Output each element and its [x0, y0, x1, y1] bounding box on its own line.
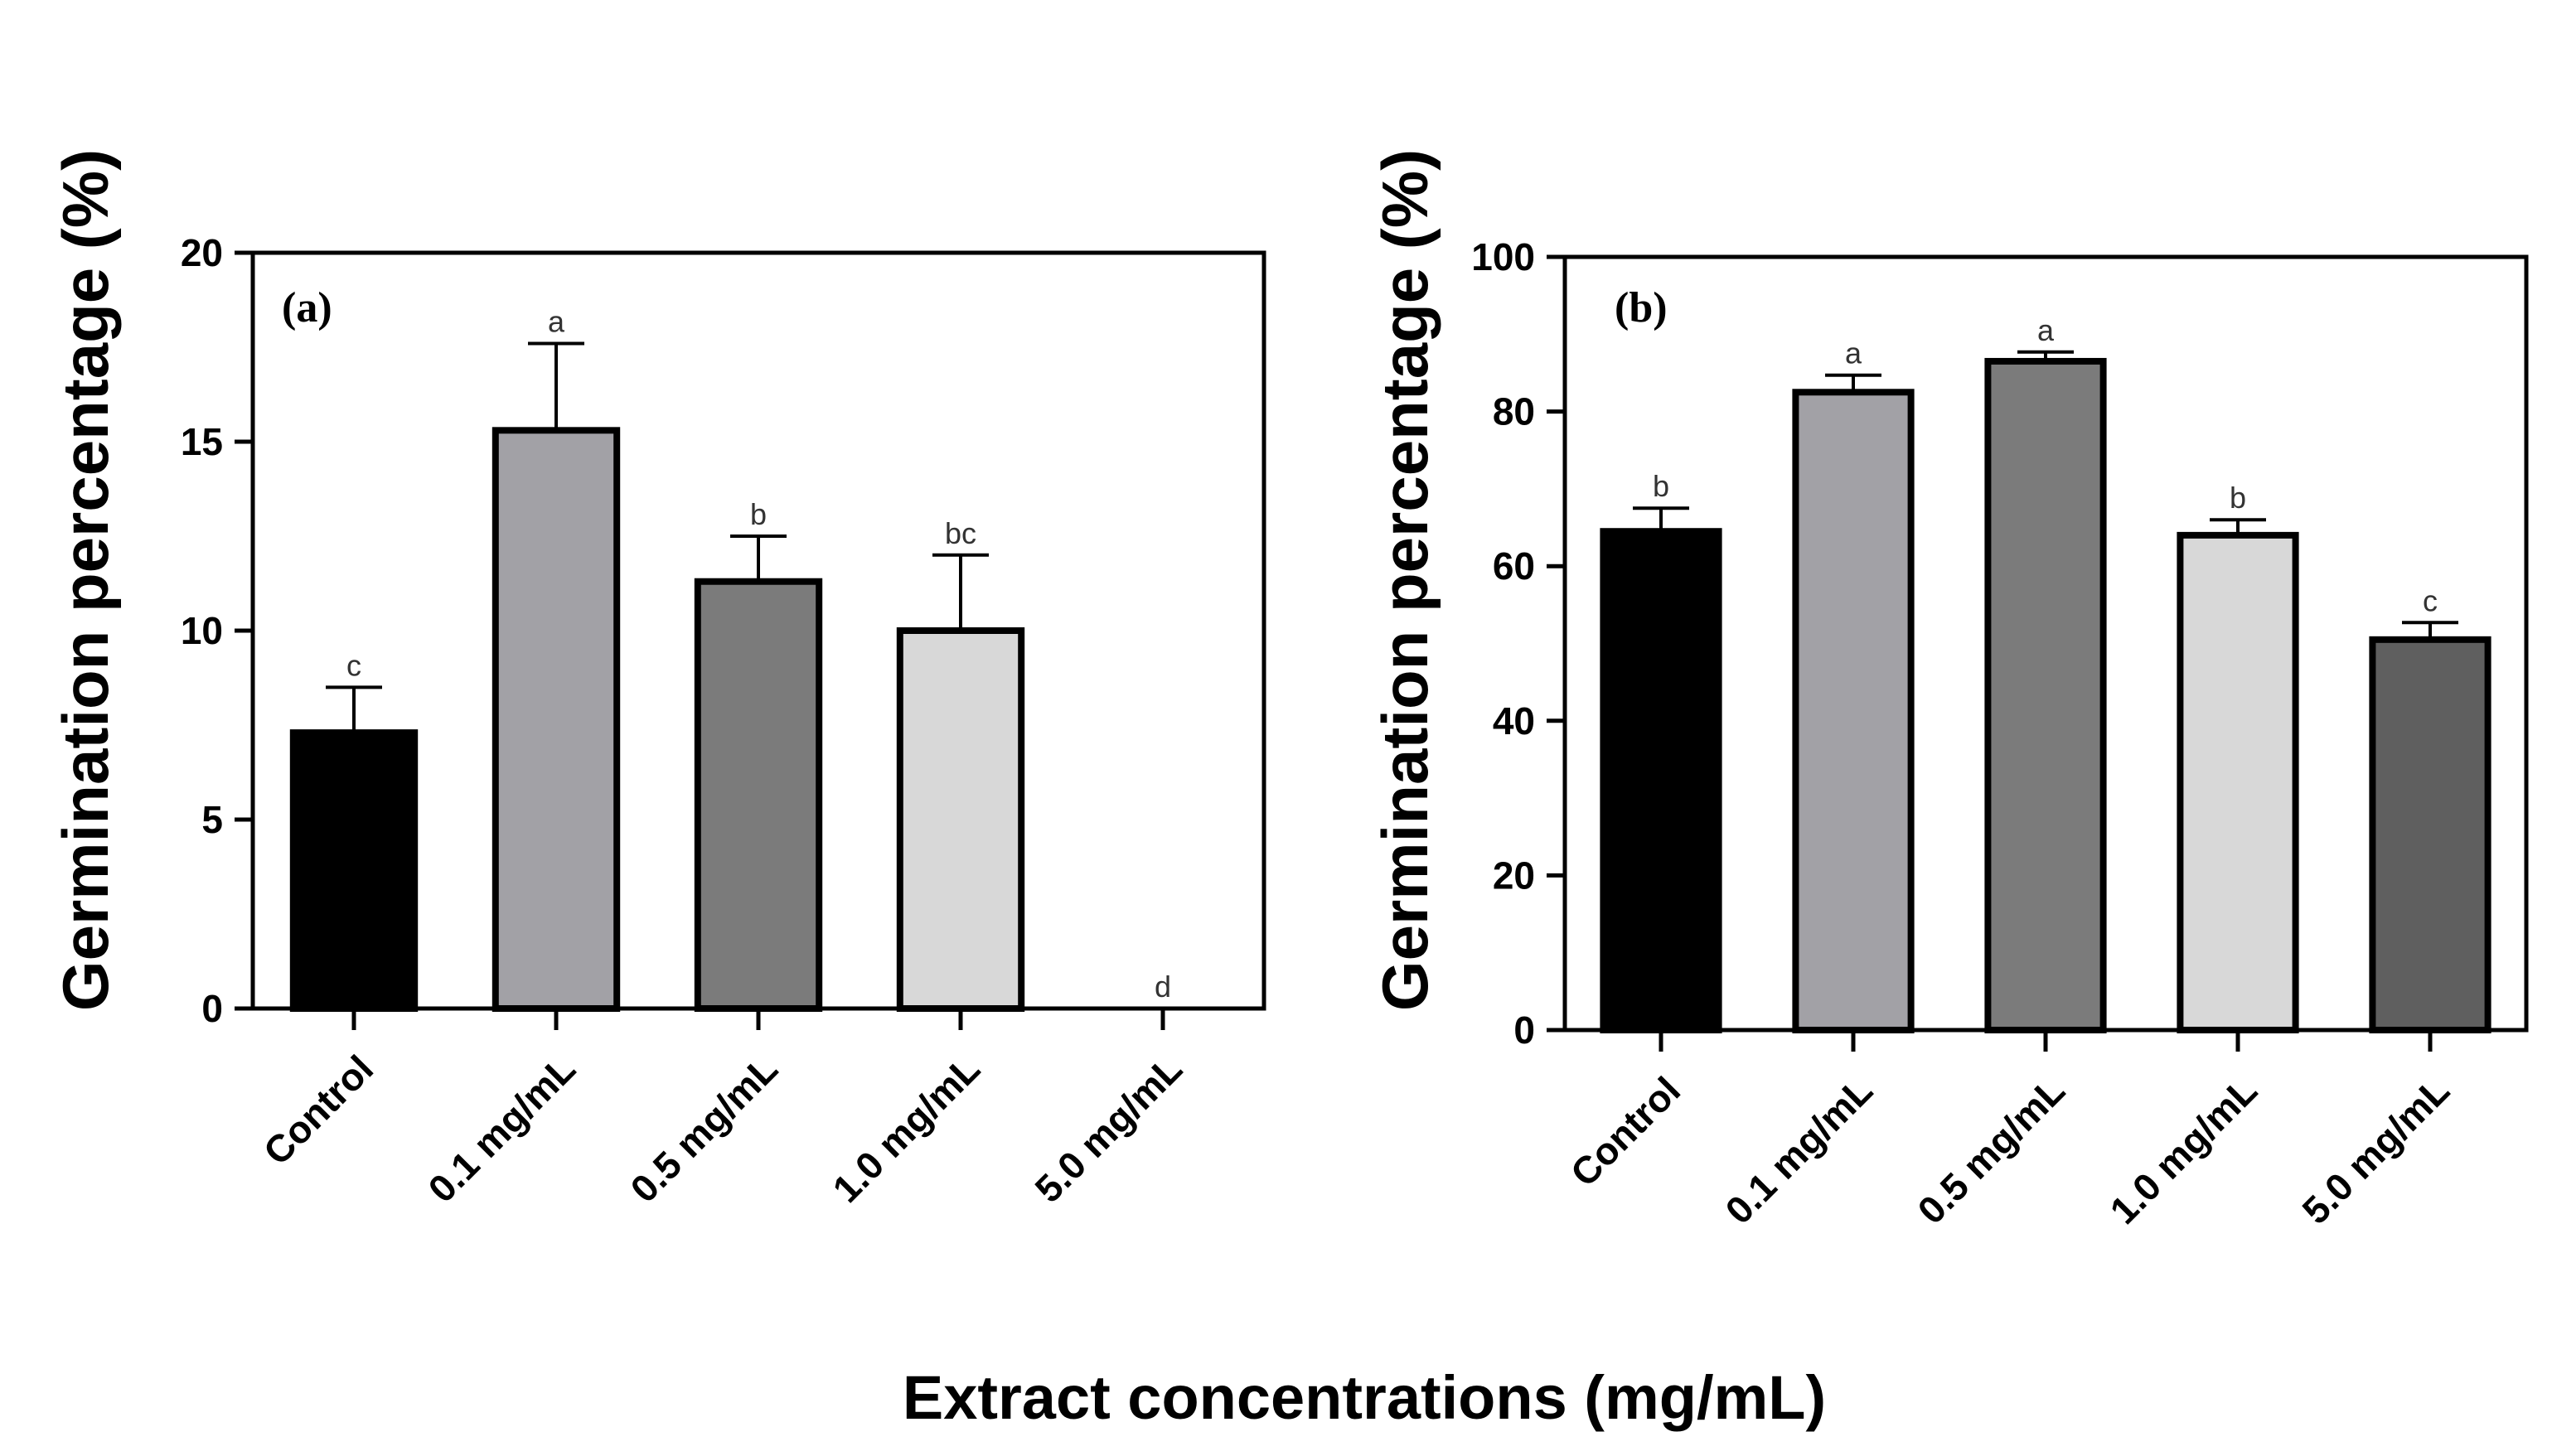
- panel-b-y-tick-label: 80: [1493, 390, 1535, 433]
- panel-a-y-tick-label: 10: [181, 609, 223, 652]
- shared-x-axis-title: Extract concentrations (mg/mL): [903, 1363, 1826, 1432]
- panel-a-significance-label-0: c: [346, 648, 361, 682]
- panel-a-label: (a): [282, 284, 332, 331]
- panel-b-significance-label-1: a: [1845, 336, 1862, 370]
- panel-b-significance-label-3: b: [2230, 481, 2246, 515]
- panel-b-bar-0: [1600, 528, 1722, 1033]
- panel-a-significance-label-3: bc: [945, 516, 976, 550]
- panel-b-significance-label-2: a: [2037, 313, 2055, 347]
- panel-b-bar-2: [1984, 357, 2107, 1033]
- panel-a-y-tick-label: 5: [201, 798, 223, 841]
- panel-a-significance-label-1: a: [548, 304, 565, 338]
- panel-a-y-axis-title: Germination percentage (%): [49, 149, 122, 1011]
- panel-a-significance-label-2: b: [750, 497, 767, 531]
- panel-b-significance-label-4: c: [2423, 583, 2438, 617]
- panel-b-bar-1: [1792, 389, 1915, 1033]
- panel-a-bar-1: [492, 427, 621, 1012]
- panel-b-y-axis-title: Germination percentage (%): [1368, 149, 1441, 1011]
- panel-a-significance-label-4: d: [1155, 970, 1171, 1004]
- panel-b-y-tick-label: 20: [1493, 854, 1535, 897]
- panel-b-label: (b): [1615, 284, 1668, 331]
- panel-a-bar-2: [694, 578, 823, 1012]
- panel-b-y-tick-label: 0: [1513, 1009, 1535, 1052]
- panel-b-y-tick-label: 100: [1471, 235, 1535, 278]
- panel-a-y-tick-label: 20: [181, 231, 223, 274]
- panel-b-bar-3: [2177, 531, 2299, 1033]
- panel-a-y-tick-label: 15: [181, 420, 223, 463]
- panel-b-y-tick-label: 40: [1493, 699, 1535, 743]
- panel-a-y-tick-label: 0: [201, 987, 223, 1030]
- panel-b-y-tick-label: 60: [1493, 544, 1535, 588]
- panel-a-bar-0: [289, 729, 419, 1012]
- panel-a-bar-3: [896, 627, 1025, 1012]
- panel-b-significance-label-0: b: [1653, 469, 1669, 503]
- panel-b-bar-4: [2369, 636, 2491, 1034]
